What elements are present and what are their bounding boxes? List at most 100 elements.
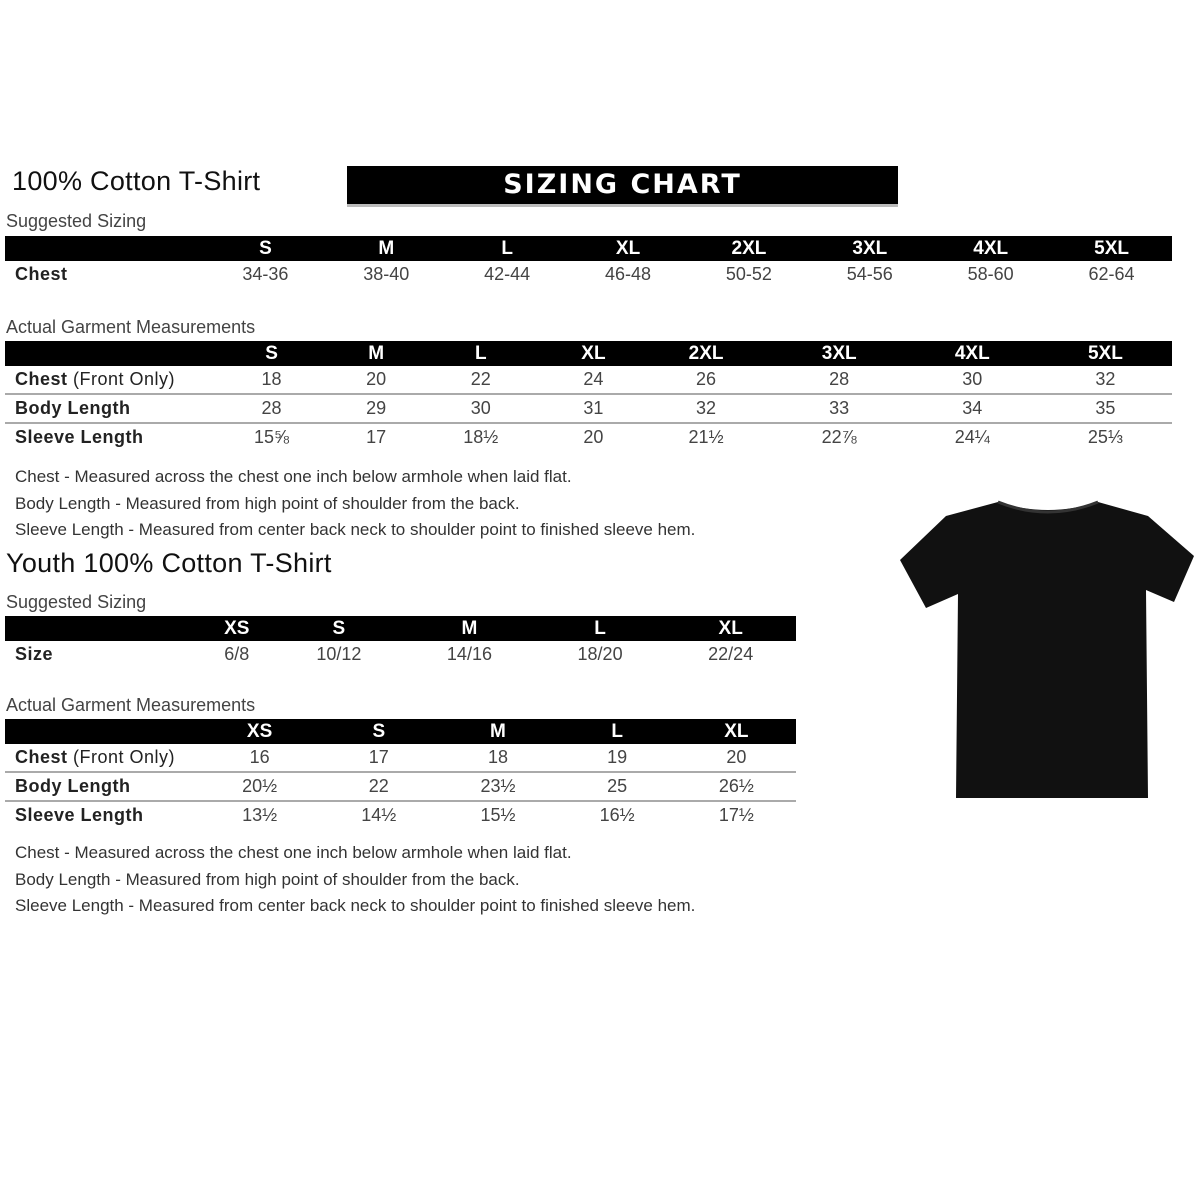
table-cell: 34 <box>905 394 1039 424</box>
note-line: Sleeve Length - Measured from center bac… <box>15 520 696 539</box>
table-cell: 30 <box>905 366 1039 395</box>
youth-suggested-table: XS S M L XL Size 6/8 10/12 14/16 18/20 22/24 <box>5 616 796 668</box>
table-cell: 26½ <box>676 772 796 802</box>
table-cell: 32 <box>639 394 773 424</box>
row-label-text: Body Length <box>15 776 131 796</box>
adult-actual-table: S M L XL 2XL 3XL 4XL 5XL Chest (Front Only) 18 20 2… <box>5 341 1172 451</box>
size-header: M <box>404 616 535 641</box>
size-header: XL <box>665 616 796 641</box>
table-row: Sleeve Length 13½ 14½ 15½ 16½ 17½ <box>5 801 796 829</box>
table-cell: 31 <box>547 394 640 424</box>
size-header: 4XL <box>905 341 1039 366</box>
row-label: Chest (Front Only) <box>5 366 205 395</box>
table-cell: 18/20 <box>577 644 623 664</box>
table-cell: 24 <box>547 366 640 395</box>
table-row: Chest 34-36 38-40 42-44 46-48 50-52 54-56 58-60… <box>5 261 1172 288</box>
size-header: S <box>319 719 439 744</box>
table-cell: 17 <box>319 744 439 773</box>
row-label-suffix: (Front Only) <box>73 369 176 389</box>
table-row: Body Length 20½ 22 23½ 25 26½ <box>5 772 796 802</box>
size-header: 3XL <box>772 341 906 366</box>
table-cell: 14½ <box>361 805 397 825</box>
table-cell: 15½ <box>480 805 516 825</box>
header-blank <box>5 719 200 744</box>
row-label-text: Chest <box>15 369 68 389</box>
size-header: XS <box>200 616 274 641</box>
size-header: XS <box>200 719 320 744</box>
table-cell: 42-44 <box>484 264 531 284</box>
table-cell: 33 <box>772 394 906 424</box>
row-label-text: Chest <box>15 747 68 767</box>
row-label: Chest <box>5 261 205 288</box>
size-header: 5XL <box>1051 236 1172 261</box>
table-cell: 20 <box>583 427 604 447</box>
table-cell: 16½ <box>599 805 635 825</box>
note-line: Body Length - Measured from high point o… <box>15 869 520 889</box>
table-cell: 22 <box>414 366 548 395</box>
size-header: L <box>414 341 548 366</box>
header-blank <box>5 341 205 366</box>
table-row: Sleeve Length 15⅝ 17 18½ 20 21½ 22⅞ 24¼ 25⅓ <box>5 423 1172 451</box>
adult-actual-label: Actual Garment Measurements <box>6 317 256 337</box>
table-row: Chest (Front Only) 18 20 22 24 26 28 30 32 <box>5 366 1172 395</box>
table-cell: 23½ <box>438 772 558 802</box>
table-cell: 25 <box>557 772 677 802</box>
table-cell: 32 <box>1038 366 1172 395</box>
table-row: Chest (Front Only) 16 17 18 19 20 <box>5 744 796 773</box>
table-cell: 17 <box>366 427 387 447</box>
youth-actual-label: Actual Garment Measurements <box>6 695 256 715</box>
table-cell: 13½ <box>242 805 278 825</box>
row-label-text: Chest <box>15 264 68 284</box>
tshirt-icon <box>900 500 1194 798</box>
size-header: 5XL <box>1038 341 1172 366</box>
row-label: Chest (Front Only) <box>5 744 200 773</box>
row-label: Sleeve Length <box>5 801 200 829</box>
youth-notes: Chest - Measured across the chest one in… <box>15 840 695 920</box>
table-cell: 22/24 <box>708 644 754 664</box>
adult-suggested-label: Suggested Sizing <box>6 211 147 231</box>
adult-suggested-table: S M L XL 2XL 3XL 4XL 5XL Chest 34-36 38-40 42-44 46-… <box>5 236 1172 288</box>
size-header: L <box>534 616 666 641</box>
note-line: Sleeve Length - Measured from center bac… <box>15 896 696 915</box>
table-row: Size 6/8 10/12 14/16 18/20 22/24 <box>5 641 796 668</box>
table-cell: 18½ <box>463 427 499 447</box>
size-header: 4XL <box>930 236 1052 261</box>
size-header: XL <box>676 719 796 744</box>
table-cell: 38-40 <box>363 264 410 284</box>
table-cell: 25⅓ <box>1087 427 1123 447</box>
header-blank <box>5 616 200 641</box>
size-header: 2XL <box>639 341 773 366</box>
table-cell: 19 <box>557 744 677 773</box>
size-header: S <box>205 236 326 261</box>
youth-suggested-label: Suggested Sizing <box>6 592 147 612</box>
table-cell: 16 <box>200 744 320 773</box>
table-cell: 29 <box>338 394 415 424</box>
size-header: M <box>438 719 558 744</box>
table-cell: 34-36 <box>242 264 289 284</box>
size-header: L <box>557 719 677 744</box>
adult-title: 100% Cotton T-Shirt <box>12 166 261 196</box>
table-cell: 17½ <box>718 805 754 825</box>
table-cell: 21½ <box>688 427 724 447</box>
header-blank <box>5 236 205 261</box>
row-label-text: Sleeve Length <box>15 805 144 825</box>
table-cell: 20 <box>676 744 796 773</box>
row-label: Body Length <box>5 772 200 802</box>
table-cell: 18 <box>438 744 558 773</box>
table-cell: 35 <box>1038 394 1172 424</box>
note-line: Body Length - Measured from high point o… <box>15 493 520 513</box>
size-header: 2XL <box>688 236 810 261</box>
size-header: XL <box>547 341 640 366</box>
table-cell: 20 <box>338 366 415 395</box>
note-line: Chest - Measured across the chest one in… <box>15 467 572 486</box>
sizing-chart-banner: SIZING CHART <box>347 166 898 207</box>
table-cell: 20½ <box>200 772 320 802</box>
row-label: Body Length <box>5 394 205 424</box>
row-label-text: Body Length <box>15 398 131 418</box>
table-cell: 22⅞ <box>821 427 857 447</box>
size-header: S <box>273 616 405 641</box>
table-cell: 22 <box>319 772 439 802</box>
table-cell: 26 <box>639 366 773 395</box>
table-cell: 54-56 <box>846 264 893 284</box>
adult-notes: Chest - Measured across the chest one in… <box>15 464 695 544</box>
